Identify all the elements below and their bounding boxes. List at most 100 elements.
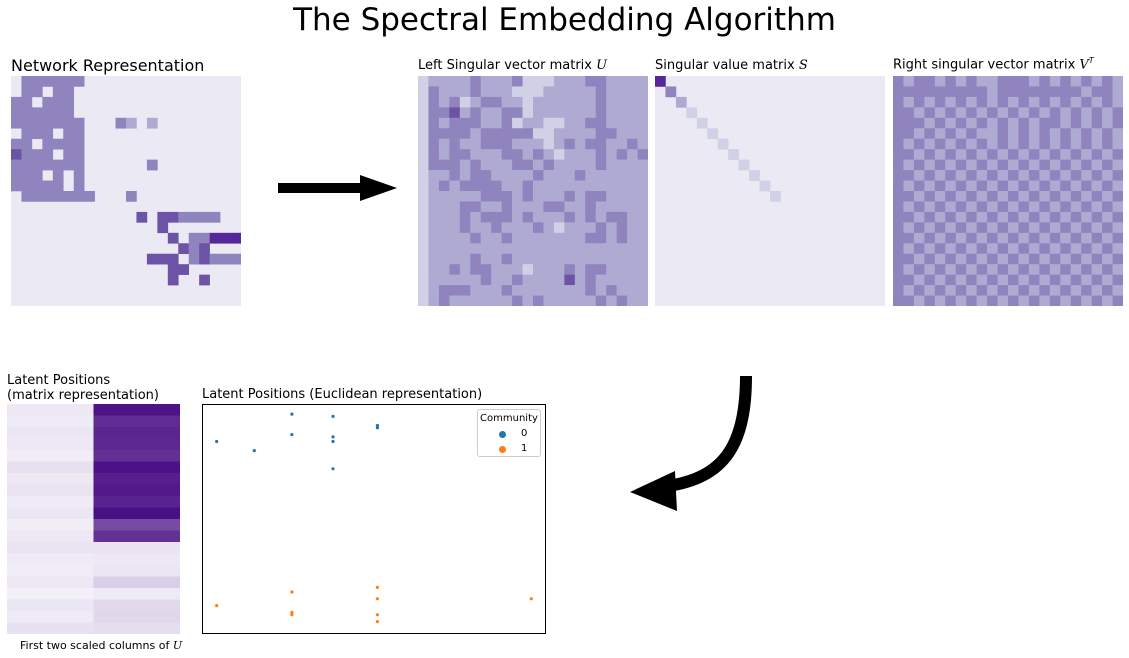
u-matrix-cell xyxy=(428,274,440,286)
vt-matrix-cell xyxy=(976,138,988,150)
vt-matrix-cell xyxy=(1081,107,1092,119)
vt-matrix-cell xyxy=(1028,149,1040,160)
u-matrix-cell xyxy=(480,107,492,119)
vt-matrix-cell xyxy=(997,76,1009,87)
vt-matrix-cell xyxy=(903,149,915,160)
u-matrix-cell xyxy=(491,243,502,255)
u-matrix-cell xyxy=(616,211,628,223)
vt-matrix-cell xyxy=(1018,243,1030,255)
u-matrix-cell xyxy=(428,201,440,213)
u-matrix-cell xyxy=(627,86,638,98)
u-matrix-cell xyxy=(438,285,450,296)
vt-matrix-cell xyxy=(1049,243,1061,255)
vt-matrix-cell xyxy=(1049,170,1061,181)
network-cell xyxy=(42,191,54,202)
u-matrix-cell xyxy=(418,107,429,119)
vt-matrix-cell xyxy=(1039,285,1051,296)
u-matrix-cell xyxy=(574,243,586,255)
u-matrix-cell xyxy=(501,211,513,223)
u-matrix-cell xyxy=(480,295,492,306)
latent-cell xyxy=(93,415,180,428)
u-matrix-cell xyxy=(449,295,461,306)
u-matrix-cell xyxy=(574,253,586,265)
vt-matrix-cell xyxy=(976,180,988,192)
latent-matrix-title-line1: Latent Positions xyxy=(7,373,111,388)
u-matrix-cell xyxy=(428,76,440,87)
vt-matrix-cell xyxy=(1102,170,1113,181)
u-matrix-cell xyxy=(564,96,576,108)
u-matrix-cell xyxy=(595,180,607,192)
u-matrix-cell xyxy=(501,159,513,171)
u-matrix-cell xyxy=(491,295,502,306)
u-matrix-cell xyxy=(574,159,586,171)
vt-matrix-cell xyxy=(1028,76,1040,87)
vt-matrix-cell xyxy=(997,96,1009,108)
network-cell xyxy=(63,107,75,119)
u-matrix-cell xyxy=(574,222,586,234)
vt-matrix-cell xyxy=(924,191,936,202)
u-matrix-cell xyxy=(470,201,482,213)
vt-matrix-cell xyxy=(1008,211,1019,223)
vt-matrix-cell xyxy=(913,138,925,150)
vt-matrix-cell xyxy=(966,191,977,202)
network-cell xyxy=(21,117,33,129)
vt-matrix-cell xyxy=(1081,243,1092,255)
network-panel-title: Network Representation xyxy=(11,56,205,75)
u-matrix-cell xyxy=(585,138,597,150)
vt-matrix-cell xyxy=(1091,170,1103,181)
vt-matrix-cell xyxy=(1018,117,1030,129)
vt-matrix-cell xyxy=(1081,253,1092,265)
network-cell xyxy=(21,170,33,181)
network-cell xyxy=(31,170,43,181)
network-cell xyxy=(63,138,75,150)
u-matrix-cell xyxy=(627,159,638,171)
u-matrix-cell xyxy=(616,149,628,160)
u-matrix-cell xyxy=(637,76,648,87)
scatter-point-community-1 xyxy=(529,597,533,601)
u-matrix-cell xyxy=(480,117,492,129)
u-matrix-cell xyxy=(543,201,555,213)
vt-matrix-cell xyxy=(1070,96,1082,108)
u-matrix-cell xyxy=(491,96,502,108)
u-matrix-cell xyxy=(470,96,482,108)
u-matrix-cell xyxy=(512,201,523,213)
u-matrix-cell xyxy=(574,170,586,181)
u-matrix-cell xyxy=(522,201,534,213)
u-matrix-cell xyxy=(470,149,482,160)
scatter-point-community-0 xyxy=(215,439,219,444)
u-matrix-cell xyxy=(606,159,617,171)
vt-matrix-cell xyxy=(1039,76,1051,87)
vt-matrix-cell xyxy=(966,222,977,234)
u-matrix-cell xyxy=(501,243,513,255)
u-matrix-cell xyxy=(491,285,502,296)
u-matrix-cell xyxy=(470,76,482,87)
u-matrix-cell xyxy=(522,285,534,296)
u-matrix-cell xyxy=(449,253,461,265)
vt-matrix-cell xyxy=(976,232,988,244)
u-matrix-cell xyxy=(606,86,617,98)
vt-matrix-cell xyxy=(1018,107,1030,119)
u-matrix-cell xyxy=(449,76,461,87)
u-matrix-cell xyxy=(491,86,502,98)
u-matrix-cell xyxy=(627,191,638,202)
vt-matrix-cell xyxy=(1060,128,1072,140)
u-matrix-cell xyxy=(595,128,607,140)
scatter-point-community-1 xyxy=(375,585,379,589)
vt-matrix-cell xyxy=(1060,264,1072,275)
vt-matrix-cell xyxy=(1081,170,1092,181)
vt-matrix-cell xyxy=(934,76,946,87)
u-matrix-cell xyxy=(553,159,565,171)
vt-matrix-cell xyxy=(1060,149,1072,160)
u-matrix-cell xyxy=(449,96,461,108)
u-matrix-cell xyxy=(543,170,555,181)
vt-matrix-cell xyxy=(1039,159,1051,171)
u-matrix-cell xyxy=(491,138,502,150)
vt-matrix-cell xyxy=(1049,107,1061,119)
vt-matrix-cell xyxy=(1102,243,1113,255)
vt-matrix-cell xyxy=(1008,222,1019,234)
vt-matrix-cell xyxy=(976,295,988,306)
vt-matrix-cell xyxy=(903,201,915,213)
u-matrix-cell xyxy=(574,264,586,275)
u-matrix-cell xyxy=(428,253,440,265)
vt-matrix-cell xyxy=(1102,191,1113,202)
